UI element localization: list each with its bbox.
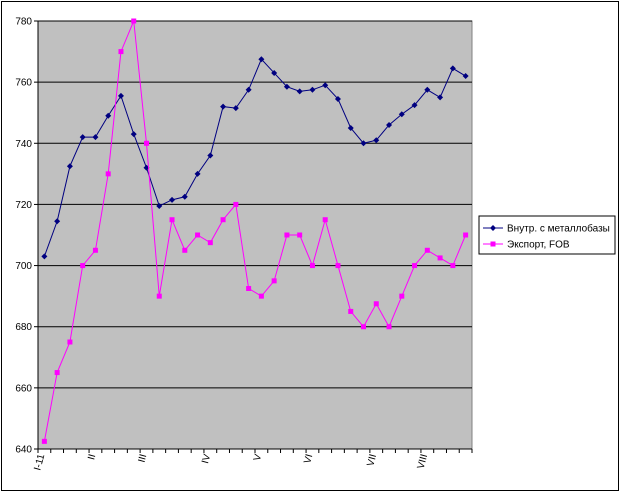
- gridlines: [38, 20, 472, 389]
- data-point-2: [207, 240, 213, 246]
- data-point-1: [271, 69, 278, 76]
- data-point-1: [398, 111, 405, 118]
- data-point-2: [386, 324, 392, 330]
- data-point-1: [220, 103, 227, 110]
- x-tick-label: I-11: [32, 453, 47, 472]
- data-point-1: [283, 83, 290, 90]
- x-tick-label: IV: [200, 453, 213, 465]
- legend-label-1: Внутр. с металлобазы: [507, 223, 610, 235]
- data-point-1: [207, 152, 214, 159]
- y-tick-label: 720: [15, 200, 32, 211]
- data-point-1: [181, 193, 188, 200]
- data-point-2: [118, 49, 124, 55]
- data-point-2: [297, 232, 303, 238]
- data-point-2: [67, 339, 73, 345]
- data-point-2: [463, 232, 469, 238]
- x-tick-label: II: [86, 453, 98, 461]
- data-point-1: [347, 125, 354, 131]
- data-point-1: [194, 170, 201, 177]
- y-tick-label: 740: [15, 139, 32, 150]
- legend-box: [478, 215, 616, 255]
- data-point-2: [322, 217, 328, 223]
- data-point-1: [322, 82, 329, 89]
- x-tick-label: VI: [302, 453, 315, 465]
- y-tick-label: 680: [15, 322, 32, 333]
- y-tick-label: 660: [15, 383, 32, 394]
- plot-area: [37, 20, 473, 450]
- data-point-1: [449, 65, 456, 72]
- data-point-1: [373, 137, 380, 144]
- data-point-2: [195, 232, 201, 238]
- data-point-2: [169, 217, 175, 223]
- y-tick-label: 700: [15, 261, 32, 272]
- data-point-2: [361, 324, 366, 330]
- data-point-2: [284, 232, 290, 238]
- y-tick-label: 640: [15, 445, 32, 456]
- data-point-2: [156, 293, 162, 299]
- y-tick-label: 760: [15, 78, 32, 89]
- data-point-1: [386, 121, 393, 128]
- data-point-2: [54, 370, 60, 376]
- data-point-2: [412, 263, 418, 269]
- data-point-1: [105, 112, 112, 119]
- data-point-1: [169, 196, 176, 203]
- data-point-1: [92, 134, 99, 141]
- data-point-1: [232, 105, 239, 112]
- data-point-1: [66, 163, 73, 170]
- series-line-1: [43, 58, 466, 257]
- data-point-2: [246, 286, 252, 291]
- data-point-2: [335, 263, 341, 269]
- data-point-1: [54, 218, 61, 225]
- data-point-2: [450, 263, 456, 269]
- data-point-2: [399, 293, 405, 299]
- x-tick-label: VIII: [416, 453, 431, 470]
- data-point-2: [80, 263, 86, 269]
- data-point-2: [92, 247, 98, 253]
- data-point-1: [296, 88, 303, 95]
- data-point-1: [360, 140, 367, 147]
- legend: Внутр. с металлобазы Экспорт, FOB: [478, 215, 616, 255]
- data-point-2: [271, 278, 277, 284]
- x-tick-label: VII: [365, 453, 379, 468]
- series-layer: [41, 18, 469, 444]
- series-line-2: [43, 20, 467, 442]
- data-point-1: [411, 102, 418, 109]
- data-point-1: [245, 86, 252, 93]
- data-point-2: [220, 217, 226, 223]
- data-point-2: [41, 438, 47, 444]
- data-point-1: [117, 92, 124, 99]
- legend-marker-1: [490, 225, 496, 231]
- x-tick-label: III: [137, 453, 150, 464]
- legend-label-2: Экспорт, FOB: [507, 240, 570, 251]
- data-point-2: [233, 201, 239, 207]
- data-point-1: [79, 134, 86, 141]
- data-point-1: [437, 94, 444, 101]
- x-tick-label: V: [252, 453, 264, 463]
- data-point-2: [182, 247, 188, 253]
- data-point-2: [144, 140, 149, 146]
- data-point-1: [156, 202, 163, 209]
- data-point-2: [437, 255, 443, 261]
- data-point-2: [309, 263, 315, 269]
- data-point-2: [373, 301, 379, 307]
- legend-marker-2: [490, 241, 496, 247]
- data-point-1: [41, 253, 48, 260]
- data-point-2: [258, 293, 264, 299]
- data-point-1: [334, 95, 341, 102]
- data-point-1: [309, 86, 316, 93]
- data-point-1: [130, 131, 137, 138]
- data-point-2: [424, 247, 430, 253]
- data-point-2: [105, 171, 111, 177]
- data-point-1: [424, 86, 431, 93]
- data-point-2: [131, 18, 137, 24]
- data-point-1: [258, 56, 265, 63]
- data-point-1: [462, 73, 469, 80]
- data-point-2: [348, 308, 354, 314]
- y-tick-label: 780: [15, 17, 32, 28]
